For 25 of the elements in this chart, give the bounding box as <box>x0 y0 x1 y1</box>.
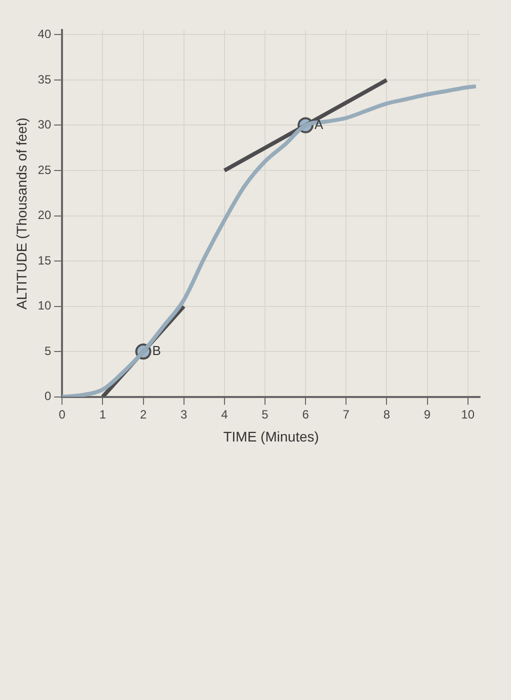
x-tick-label: 10 <box>461 407 475 422</box>
x-tick-label: 3 <box>180 407 188 422</box>
y-tick-label: 15 <box>38 253 52 268</box>
x-tick-label: 5 <box>262 407 269 422</box>
y-tick-label: 0 <box>44 389 52 404</box>
x-tick-label: 6 <box>302 407 310 422</box>
annotation: A <box>314 116 324 132</box>
x-tick-label: 9 <box>424 407 431 422</box>
y-tick-label: 25 <box>38 162 52 177</box>
x-tick-label: 4 <box>221 407 228 422</box>
line-series <box>62 84 478 397</box>
x-tick-label: 0 <box>58 407 66 422</box>
y-tick-label: 10 <box>38 298 52 313</box>
x-tick-label: 1 <box>99 407 106 422</box>
x-axis-title: TIME (Minutes) <box>223 428 319 444</box>
y-tick-label: 5 <box>44 344 52 358</box>
y-tick-label: 20 <box>38 208 52 222</box>
y-axis-title: ALTITUDE (Thousands of feet) <box>13 118 30 310</box>
y-tick-label: 30 <box>38 118 52 132</box>
annotation: B <box>152 343 161 358</box>
y-tick-label: 35 <box>38 72 52 86</box>
x-tick-label: 7 <box>342 407 350 422</box>
x-tick-label: 2 <box>140 407 147 422</box>
x-tick-label: 8 <box>383 407 390 422</box>
y-tick-label: 40 <box>38 27 52 42</box>
